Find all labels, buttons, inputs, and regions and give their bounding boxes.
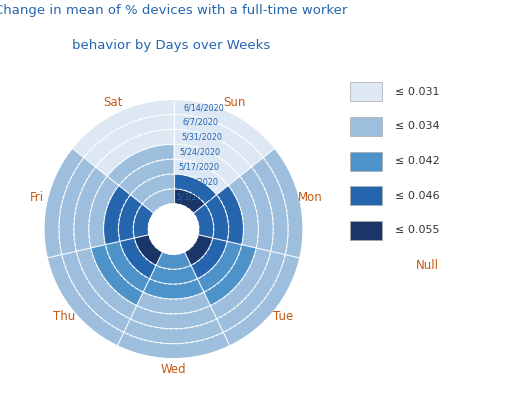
Polygon shape bbox=[263, 149, 303, 258]
Polygon shape bbox=[204, 245, 256, 305]
Text: Fri: Fri bbox=[30, 192, 44, 204]
Polygon shape bbox=[119, 195, 142, 241]
Text: 5/17/2020: 5/17/2020 bbox=[179, 162, 220, 171]
Polygon shape bbox=[104, 186, 131, 245]
Text: Tue: Tue bbox=[273, 310, 293, 323]
Polygon shape bbox=[131, 175, 174, 204]
Polygon shape bbox=[143, 279, 204, 299]
Text: Sun: Sun bbox=[223, 96, 246, 109]
Polygon shape bbox=[156, 252, 191, 269]
Polygon shape bbox=[96, 130, 174, 176]
Polygon shape bbox=[75, 167, 107, 251]
Polygon shape bbox=[77, 248, 137, 318]
Polygon shape bbox=[197, 241, 241, 292]
Text: Sat: Sat bbox=[103, 96, 122, 109]
Polygon shape bbox=[60, 158, 95, 254]
Polygon shape bbox=[84, 115, 174, 167]
Text: ≤ 0.055: ≤ 0.055 bbox=[395, 226, 440, 235]
Polygon shape bbox=[184, 235, 212, 265]
Polygon shape bbox=[120, 238, 156, 278]
Text: Null: Null bbox=[416, 259, 439, 272]
Polygon shape bbox=[193, 204, 213, 238]
Text: Thu: Thu bbox=[53, 310, 75, 323]
Text: 5/3/2020: 5/3/2020 bbox=[176, 192, 212, 201]
Polygon shape bbox=[150, 265, 197, 284]
Polygon shape bbox=[137, 292, 210, 313]
Polygon shape bbox=[223, 255, 299, 345]
Polygon shape bbox=[62, 251, 130, 332]
Polygon shape bbox=[134, 204, 154, 238]
Polygon shape bbox=[240, 167, 272, 251]
Polygon shape bbox=[252, 158, 287, 254]
Polygon shape bbox=[174, 130, 251, 176]
Polygon shape bbox=[135, 235, 163, 265]
Polygon shape bbox=[48, 255, 124, 345]
Polygon shape bbox=[108, 145, 174, 185]
Polygon shape bbox=[89, 177, 119, 248]
Polygon shape bbox=[174, 175, 216, 204]
Bar bbox=[350, 221, 382, 240]
Text: ≤ 0.046: ≤ 0.046 bbox=[395, 191, 440, 201]
Text: 5/31/2020: 5/31/2020 bbox=[181, 133, 222, 142]
Text: ≤ 0.042: ≤ 0.042 bbox=[395, 156, 440, 166]
Polygon shape bbox=[174, 145, 239, 185]
Bar bbox=[350, 82, 382, 102]
Bar bbox=[350, 186, 382, 205]
Text: Mon: Mon bbox=[298, 192, 323, 204]
Text: Change in mean of % devices with a full-time worker: Change in mean of % devices with a full-… bbox=[0, 4, 348, 17]
Polygon shape bbox=[131, 306, 217, 328]
Polygon shape bbox=[142, 190, 174, 213]
Polygon shape bbox=[228, 177, 258, 248]
Polygon shape bbox=[205, 195, 228, 241]
Polygon shape bbox=[124, 319, 223, 343]
Polygon shape bbox=[106, 241, 150, 292]
Polygon shape bbox=[217, 186, 243, 245]
Polygon shape bbox=[118, 333, 229, 358]
Polygon shape bbox=[174, 160, 228, 195]
Polygon shape bbox=[217, 251, 285, 332]
Polygon shape bbox=[91, 245, 143, 305]
Polygon shape bbox=[174, 100, 275, 158]
Text: ≤ 0.034: ≤ 0.034 bbox=[395, 122, 440, 132]
Bar bbox=[350, 152, 382, 171]
Polygon shape bbox=[119, 160, 174, 195]
Text: 6/14/2020: 6/14/2020 bbox=[183, 103, 224, 112]
Text: Wed: Wed bbox=[161, 363, 186, 376]
Polygon shape bbox=[174, 115, 263, 167]
Text: behavior by Days over Weeks: behavior by Days over Weeks bbox=[72, 40, 270, 53]
Polygon shape bbox=[45, 149, 84, 258]
Polygon shape bbox=[174, 190, 205, 213]
Polygon shape bbox=[73, 100, 174, 158]
Polygon shape bbox=[191, 238, 227, 278]
Text: 5/10/2020: 5/10/2020 bbox=[177, 177, 218, 186]
Text: ≤ 0.031: ≤ 0.031 bbox=[395, 87, 440, 97]
Bar bbox=[350, 117, 382, 136]
Text: 6/7/2020: 6/7/2020 bbox=[182, 118, 218, 127]
Polygon shape bbox=[210, 248, 270, 318]
Text: 5/24/2020: 5/24/2020 bbox=[180, 148, 221, 157]
Polygon shape bbox=[149, 204, 198, 254]
